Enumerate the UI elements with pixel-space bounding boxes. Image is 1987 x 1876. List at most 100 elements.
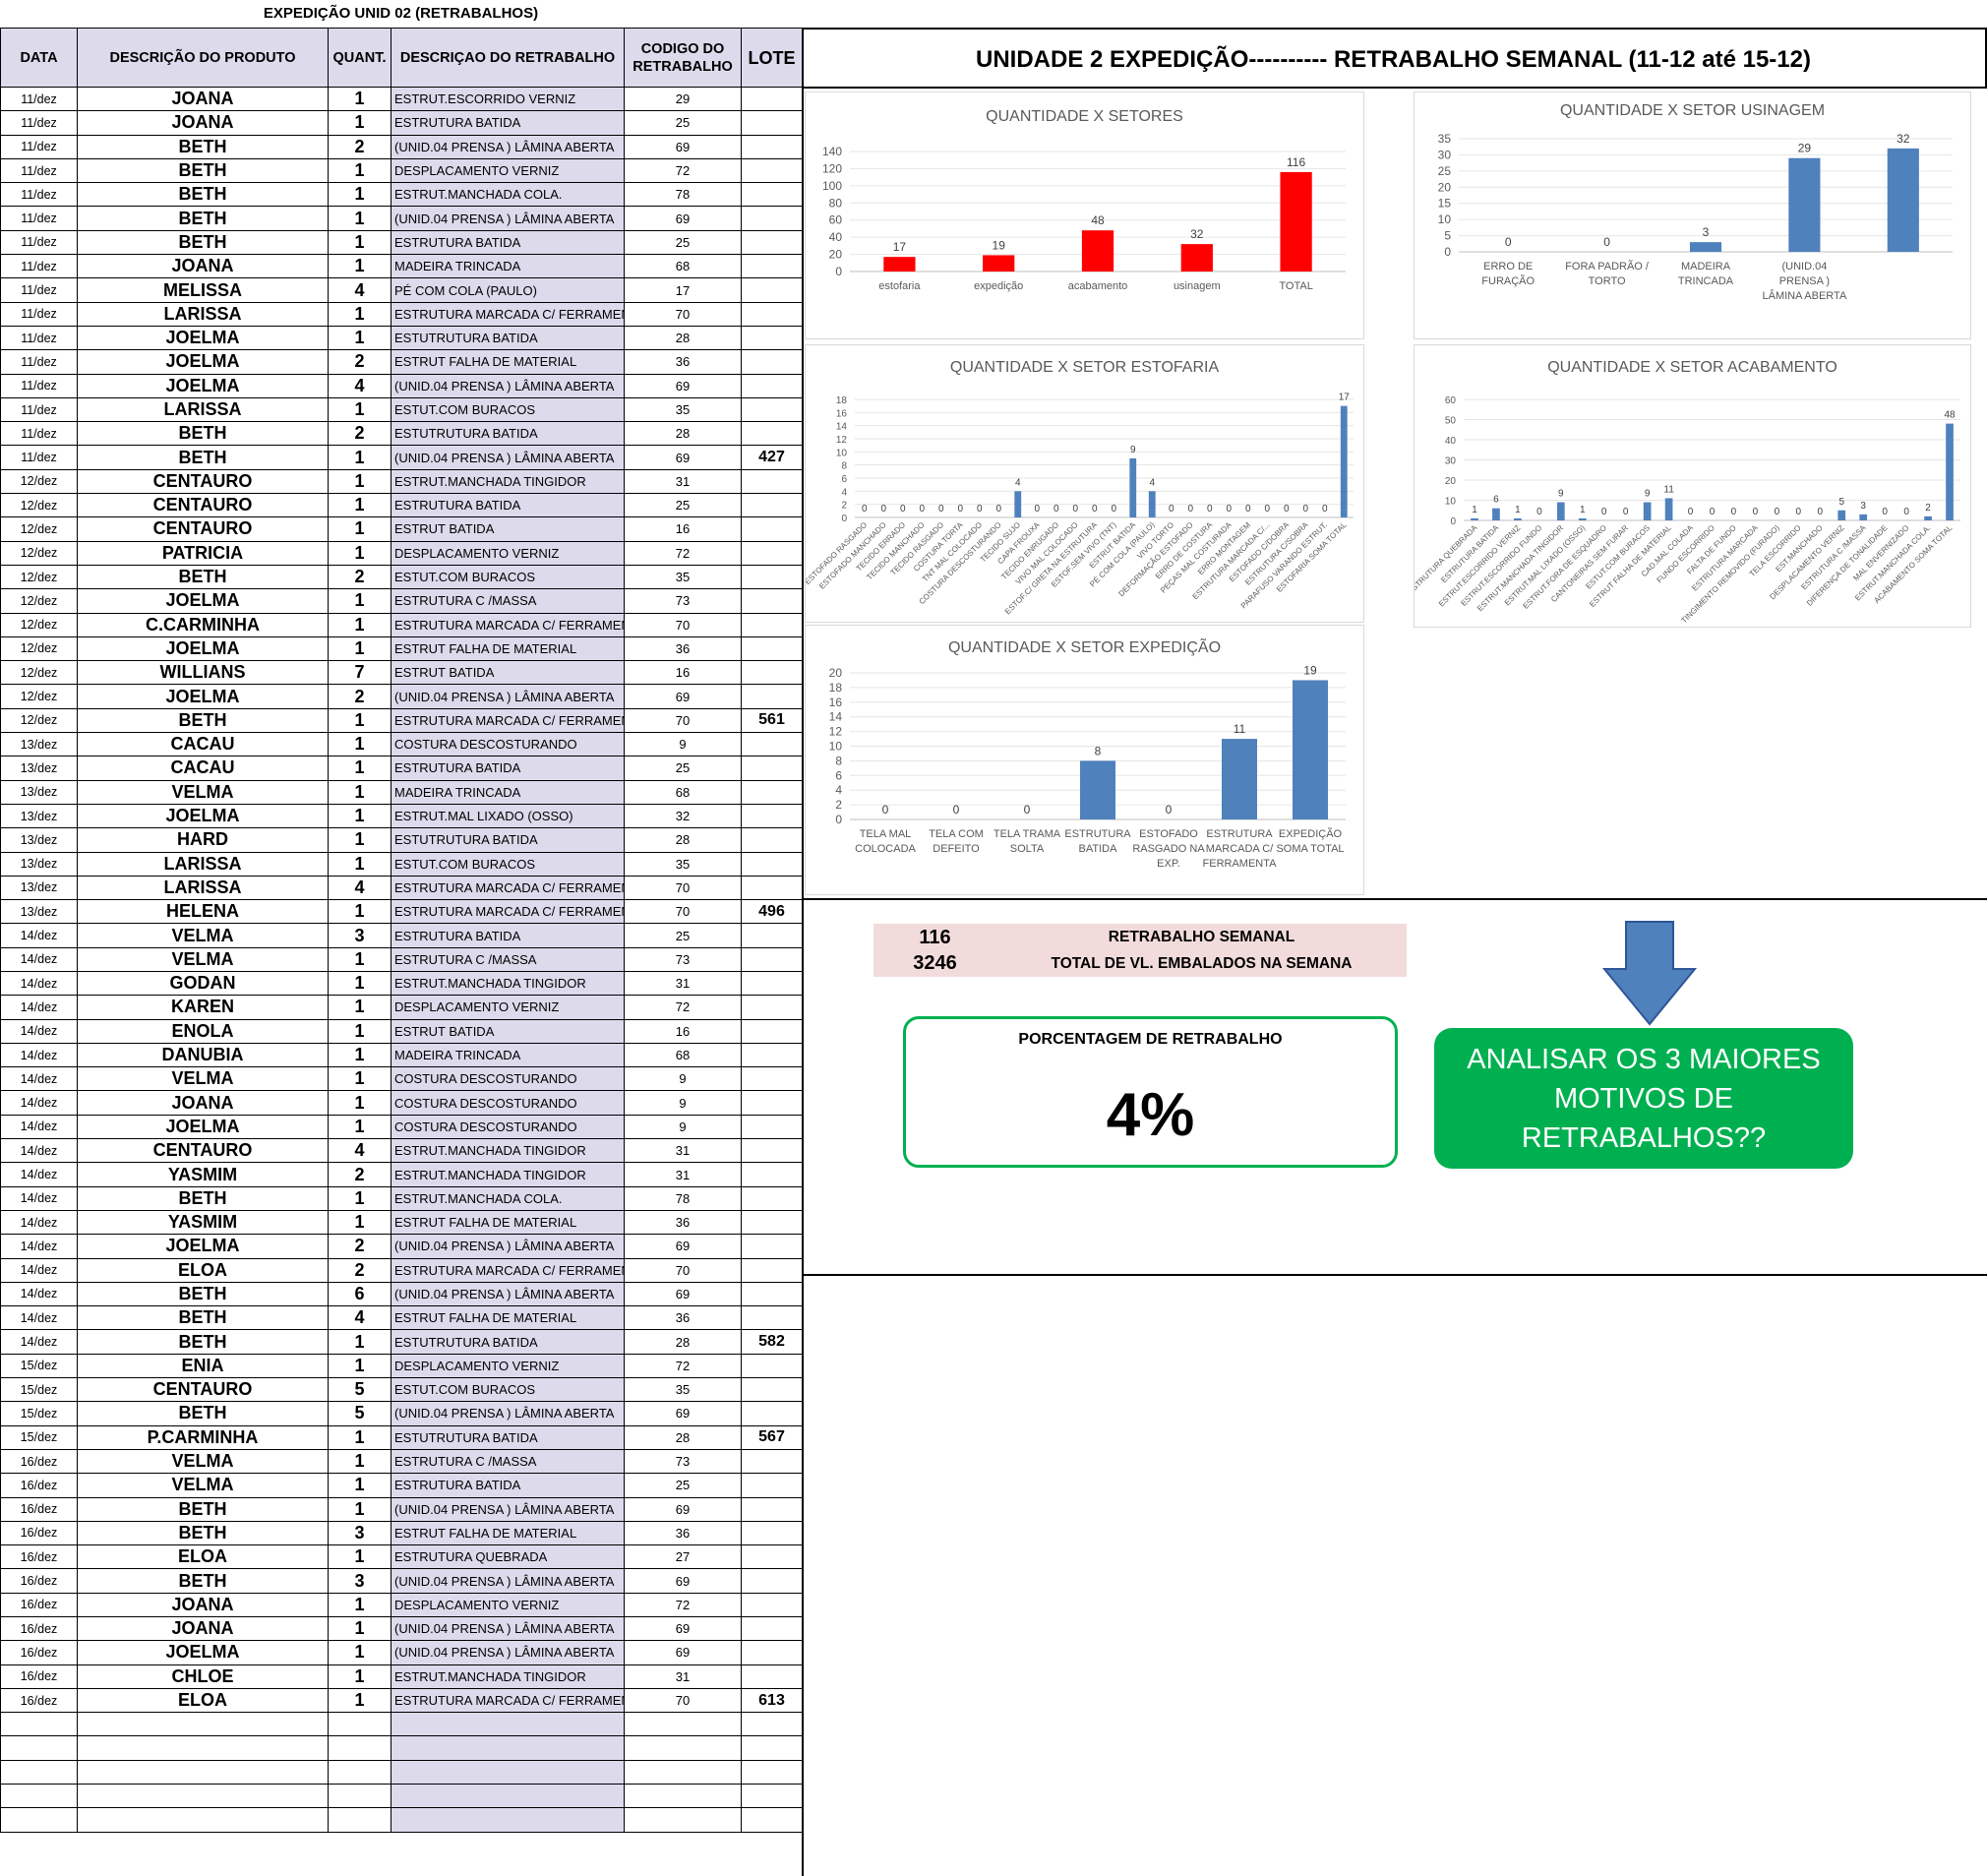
row-product[interactable]: MELISSA [77,277,329,303]
chart-bar[interactable] [1837,510,1846,520]
row-quantity[interactable]: 1 [328,827,391,853]
row-lot[interactable] [741,1234,803,1259]
chart-bar[interactable] [1129,458,1137,517]
row-rework-code[interactable]: 31 [624,970,742,997]
chart-bar[interactable] [983,255,1015,272]
col-header-codigo[interactable]: CODIGO DO RETRABALHO [624,28,742,88]
row-product[interactable]: C.CARMINHA [77,612,329,637]
row-quantity[interactable]: 4 [328,1305,391,1331]
row-rework-description[interactable]: ESTRUTURA BATIDA [391,756,625,781]
row-rework-description[interactable]: ESTRUTURA C /MASSA [391,588,625,614]
table-row[interactable] [0,1735,803,1761]
row-rework-code[interactable] [624,1759,742,1785]
row-product[interactable]: JOELMA [77,373,329,398]
row-date[interactable]: 16/dez [0,1615,78,1642]
row-rework-description[interactable]: ESTUTRUTURA BATIDA [391,827,625,853]
row-rework-description[interactable]: ESTRUT FALHA DE MATERIAL [391,1209,625,1236]
row-quantity[interactable]: 1 [328,946,391,972]
row-product[interactable]: CENTAURO [77,1377,329,1403]
row-rework-code[interactable]: 35 [624,851,742,877]
row-rework-description[interactable]: ESTRUTURA MARCADA C/ FERRAMENTA [391,899,625,925]
row-rework-code[interactable]: 28 [624,827,742,853]
row-rework-code[interactable]: 70 [624,1687,742,1714]
row-lot[interactable] [741,86,803,112]
row-rework-code[interactable]: 35 [624,564,742,590]
row-product[interactable]: JOELMA [77,1234,329,1259]
row-quantity[interactable]: 1 [328,779,391,805]
row-rework-description[interactable]: ESTUTRUTURA BATIDA [391,1329,625,1355]
table-row[interactable]: 12/dez CENTAURO 1 ESTRUT.MANCHADA TINGIDOR 3… [0,468,803,495]
row-quantity[interactable]: 1 [328,396,391,423]
row-date[interactable]: 14/dez [0,1209,78,1236]
row-quantity[interactable]: 1 [328,1615,391,1642]
row-rework-description[interactable]: ESTRUT BATIDA [391,1018,625,1044]
row-rework-code[interactable]: 9 [624,1114,742,1140]
table-row[interactable]: 14/dez ENOLA 1 ESTRUT BATIDA 16 [0,1018,803,1044]
row-product[interactable]: BETH [77,157,329,184]
row-product[interactable]: BETH [77,1401,329,1426]
row-rework-code[interactable]: 36 [624,1520,742,1546]
table-row[interactable]: 12/dez C.CARMINHA 1 ESTRUTURA MARCADA C/ FE… [0,612,803,637]
table-row[interactable]: 11/dez BETH 1 (UNID.04 PRENSA ) LÂMINA ABER… [0,206,803,231]
row-date[interactable]: 11/dez [0,86,78,112]
row-rework-code[interactable]: 16 [624,516,742,542]
row-lot[interactable] [741,1401,803,1426]
row-date[interactable]: 14/dez [0,995,78,1020]
table-row[interactable]: 11/dez BETH 1 ESTRUT.MANCHADA COLA. 78 [0,182,803,208]
row-quantity[interactable]: 1 [328,468,391,495]
row-rework-code[interactable]: 78 [624,1185,742,1211]
row-lot[interactable] [741,1735,803,1761]
row-rework-code[interactable]: 36 [624,349,742,375]
row-product[interactable]: BETH [77,1305,329,1331]
row-lot[interactable] [741,1807,803,1833]
row-quantity[interactable]: 1 [328,157,391,184]
row-date[interactable]: 12/dez [0,660,78,686]
row-lot[interactable] [741,1377,803,1403]
row-lot[interactable] [741,588,803,614]
row-rework-code[interactable]: 29 [624,86,742,112]
row-rework-description[interactable]: (UNID.04 PRENSA ) LÂMINA ABERTA [391,1640,625,1665]
table-row[interactable]: 13/dez HELENA 1 ESTRUTURA MARCADA C/ FERRAM… [0,899,803,925]
row-product[interactable]: BETH [77,206,329,231]
row-quantity[interactable]: 1 [328,1329,391,1355]
row-rework-code[interactable]: 17 [624,277,742,303]
table-row[interactable]: 14/dez VELMA 1 COSTURA DESCOSTURANDO 9 [0,1066,803,1092]
row-product[interactable]: LARISSA [77,396,329,423]
row-date[interactable]: 11/dez [0,134,78,159]
row-product[interactable] [77,1784,329,1809]
row-quantity[interactable]: 2 [328,134,391,159]
table-row[interactable]: 14/dez BETH 6 (UNID.04 PRENSA ) LÂMINA ABER… [0,1281,803,1307]
row-quantity[interactable] [328,1735,391,1761]
table-row[interactable]: 11/dez LARISSA 1 ESTUT.COM BURACOS 35 [0,396,803,423]
row-rework-description[interactable] [391,1735,625,1761]
row-lot[interactable] [741,301,803,327]
row-rework-code[interactable]: 70 [624,875,742,901]
row-lot[interactable] [741,182,803,208]
table-row[interactable]: 11/dez BETH 2 ESTUTRUTURA BATIDA 28 [0,421,803,447]
row-rework-description[interactable]: DESPLACAMENTO VERNIZ [391,157,625,184]
table-row[interactable] [0,1712,803,1737]
row-rework-description[interactable]: ESTUTRUTURA BATIDA [391,1424,625,1450]
row-product[interactable]: CENTAURO [77,493,329,518]
chart-bar[interactable] [1556,502,1565,520]
row-product[interactable]: JOANA [77,110,329,136]
row-quantity[interactable]: 1 [328,1424,391,1450]
row-rework-code[interactable]: 72 [624,540,742,566]
row-lot[interactable] [741,779,803,805]
row-rework-description[interactable]: (UNID.04 PRENSA ) LÂMINA ABERTA [391,1401,625,1426]
row-product[interactable]: JOELMA [77,349,329,375]
row-rework-code[interactable]: 16 [624,660,742,686]
table-row[interactable]: 16/dez CHLOE 1 ESTRUT.MANCHADA TINGIDOR 31 [0,1664,803,1689]
row-rework-description[interactable]: ESTRUTURA MARCADA C/ FERRAMENTA [391,875,625,901]
table-row[interactable]: 12/dez PATRICIA 1 DESPLACAMENTO VERNIZ 72 [0,540,803,566]
chart-bar[interactable] [1946,423,1954,520]
row-product[interactable]: HELENA [77,899,329,925]
table-row[interactable]: 11/dez BETH 1 ESTRUTURA BATIDA 25 [0,229,803,256]
row-product[interactable]: JOANA [77,254,329,279]
row-lot[interactable] [741,827,803,853]
table-row[interactable]: 11/dez LARISSA 1 ESTRUTURA MARCADA C/ FERRA… [0,301,803,327]
row-quantity[interactable]: 1 [328,110,391,136]
row-rework-code[interactable]: 27 [624,1544,742,1570]
row-product[interactable]: CACAU [77,732,329,757]
row-lot[interactable] [741,1759,803,1785]
